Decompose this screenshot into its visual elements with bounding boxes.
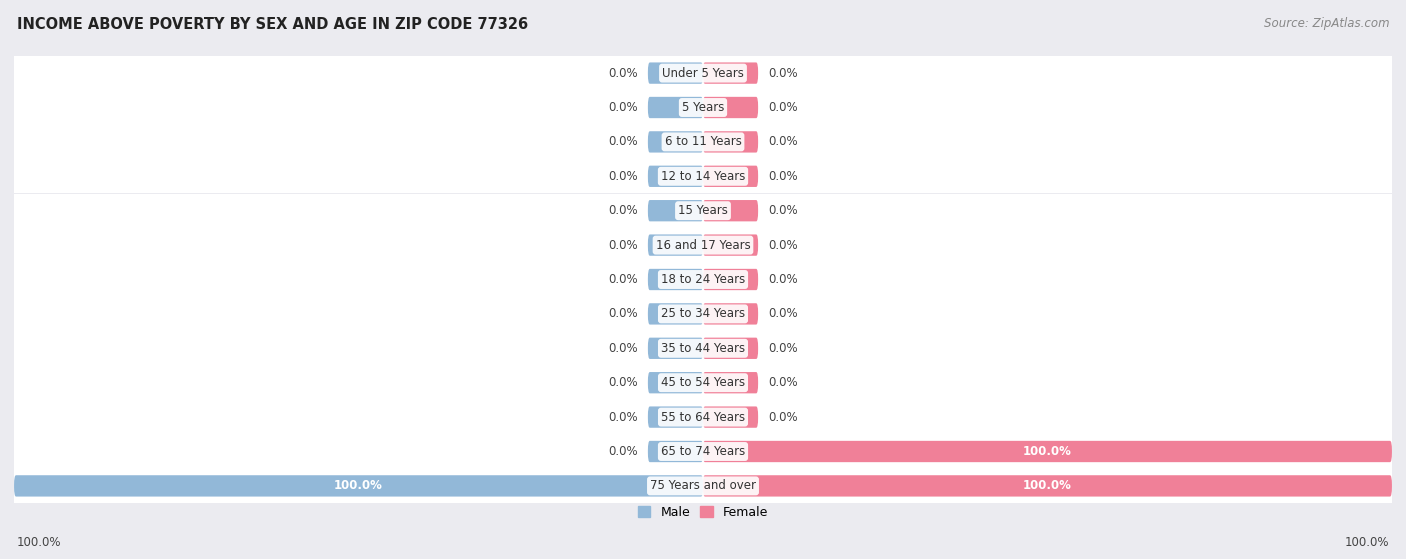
FancyBboxPatch shape xyxy=(703,131,758,153)
Text: 0.0%: 0.0% xyxy=(769,170,799,183)
Text: 15 Years: 15 Years xyxy=(678,204,728,217)
Text: 0.0%: 0.0% xyxy=(769,204,799,217)
FancyBboxPatch shape xyxy=(648,97,703,118)
Text: 0.0%: 0.0% xyxy=(607,342,637,355)
FancyBboxPatch shape xyxy=(648,165,703,187)
Text: 35 to 44 Years: 35 to 44 Years xyxy=(661,342,745,355)
Bar xyxy=(14,228,1392,262)
Text: 100.0%: 100.0% xyxy=(1024,480,1071,492)
FancyBboxPatch shape xyxy=(703,234,758,256)
Bar xyxy=(14,297,1392,331)
FancyBboxPatch shape xyxy=(703,269,758,290)
Bar xyxy=(14,193,1392,228)
FancyBboxPatch shape xyxy=(648,200,703,221)
Text: 0.0%: 0.0% xyxy=(607,307,637,320)
FancyBboxPatch shape xyxy=(703,63,758,84)
Text: 0.0%: 0.0% xyxy=(769,101,799,114)
Text: 0.0%: 0.0% xyxy=(607,204,637,217)
Text: 0.0%: 0.0% xyxy=(769,342,799,355)
Text: 0.0%: 0.0% xyxy=(769,239,799,252)
Text: 0.0%: 0.0% xyxy=(769,135,799,148)
Text: 45 to 54 Years: 45 to 54 Years xyxy=(661,376,745,389)
Text: 0.0%: 0.0% xyxy=(607,67,637,79)
FancyBboxPatch shape xyxy=(648,234,703,256)
Bar xyxy=(14,366,1392,400)
FancyBboxPatch shape xyxy=(703,338,758,359)
Text: 0.0%: 0.0% xyxy=(607,445,637,458)
Bar xyxy=(14,434,1392,468)
FancyBboxPatch shape xyxy=(703,97,758,118)
Text: 12 to 14 Years: 12 to 14 Years xyxy=(661,170,745,183)
Bar xyxy=(14,468,1392,503)
FancyBboxPatch shape xyxy=(648,269,703,290)
Bar xyxy=(14,331,1392,366)
Bar xyxy=(14,56,1392,91)
FancyBboxPatch shape xyxy=(648,303,703,325)
Text: 100.0%: 100.0% xyxy=(1344,536,1389,549)
Text: 16 and 17 Years: 16 and 17 Years xyxy=(655,239,751,252)
FancyBboxPatch shape xyxy=(648,338,703,359)
Text: 0.0%: 0.0% xyxy=(607,273,637,286)
Bar xyxy=(14,159,1392,193)
Text: 75 Years and over: 75 Years and over xyxy=(650,480,756,492)
Legend: Male, Female: Male, Female xyxy=(633,501,773,524)
FancyBboxPatch shape xyxy=(648,63,703,84)
FancyBboxPatch shape xyxy=(648,372,703,394)
Text: 0.0%: 0.0% xyxy=(769,67,799,79)
Text: Under 5 Years: Under 5 Years xyxy=(662,67,744,79)
FancyBboxPatch shape xyxy=(703,406,758,428)
Text: 0.0%: 0.0% xyxy=(607,239,637,252)
Text: 6 to 11 Years: 6 to 11 Years xyxy=(665,135,741,148)
FancyBboxPatch shape xyxy=(703,441,1392,462)
Text: 0.0%: 0.0% xyxy=(607,411,637,424)
Text: 0.0%: 0.0% xyxy=(769,273,799,286)
FancyBboxPatch shape xyxy=(648,131,703,153)
Text: INCOME ABOVE POVERTY BY SEX AND AGE IN ZIP CODE 77326: INCOME ABOVE POVERTY BY SEX AND AGE IN Z… xyxy=(17,17,529,32)
Bar xyxy=(14,262,1392,297)
Text: 0.0%: 0.0% xyxy=(607,135,637,148)
FancyBboxPatch shape xyxy=(703,372,758,394)
Text: 0.0%: 0.0% xyxy=(607,376,637,389)
Text: 0.0%: 0.0% xyxy=(607,101,637,114)
Text: 5 Years: 5 Years xyxy=(682,101,724,114)
Text: 55 to 64 Years: 55 to 64 Years xyxy=(661,411,745,424)
FancyBboxPatch shape xyxy=(703,475,1392,496)
Text: 25 to 34 Years: 25 to 34 Years xyxy=(661,307,745,320)
FancyBboxPatch shape xyxy=(648,406,703,428)
Text: 100.0%: 100.0% xyxy=(17,536,62,549)
Text: 100.0%: 100.0% xyxy=(335,480,382,492)
Text: 65 to 74 Years: 65 to 74 Years xyxy=(661,445,745,458)
Text: 0.0%: 0.0% xyxy=(607,170,637,183)
FancyBboxPatch shape xyxy=(648,441,703,462)
Bar xyxy=(14,91,1392,125)
Bar xyxy=(14,400,1392,434)
Text: 0.0%: 0.0% xyxy=(769,411,799,424)
Text: 18 to 24 Years: 18 to 24 Years xyxy=(661,273,745,286)
FancyBboxPatch shape xyxy=(14,475,703,496)
Bar xyxy=(14,125,1392,159)
Text: 0.0%: 0.0% xyxy=(769,376,799,389)
FancyBboxPatch shape xyxy=(703,165,758,187)
FancyBboxPatch shape xyxy=(703,303,758,325)
FancyBboxPatch shape xyxy=(703,200,758,221)
Text: Source: ZipAtlas.com: Source: ZipAtlas.com xyxy=(1264,17,1389,30)
Text: 0.0%: 0.0% xyxy=(769,307,799,320)
Text: 100.0%: 100.0% xyxy=(1024,445,1071,458)
